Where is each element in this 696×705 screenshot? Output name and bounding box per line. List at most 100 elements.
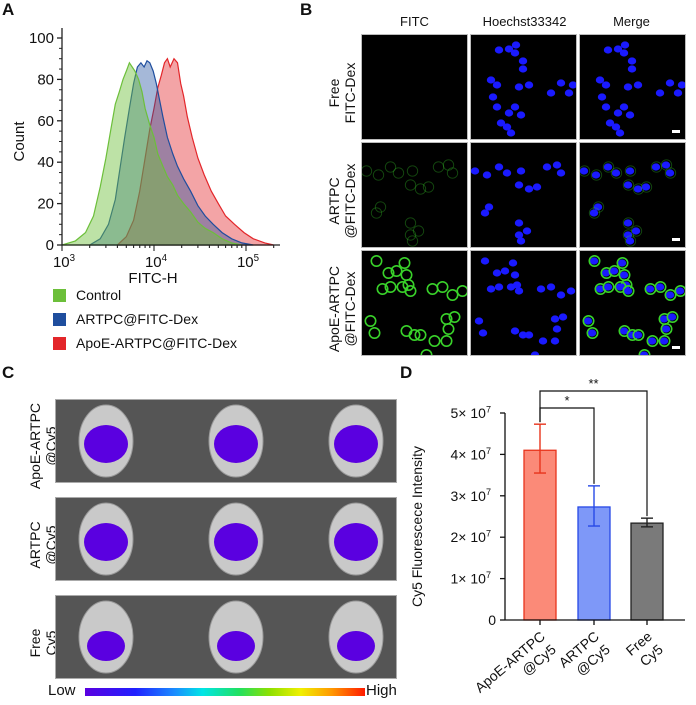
y-tick-label: 4× 107 xyxy=(451,446,492,463)
column-header-hoechst: Hoechst33342 xyxy=(482,14,567,29)
column-header-merge: Merge xyxy=(613,14,650,29)
nucleus xyxy=(675,287,685,295)
fitc-signal xyxy=(404,284,417,297)
nucleus xyxy=(627,57,637,65)
nucleus xyxy=(494,283,504,291)
row-label-free-cy5: Free Cy5 xyxy=(27,593,59,693)
nucleus xyxy=(611,123,621,131)
fitc-signal xyxy=(660,323,673,336)
row-label-apoe-artpc-cy5: ApoE-ARTPC @Cy5 xyxy=(27,391,59,501)
nucleus xyxy=(546,283,556,291)
nucleus xyxy=(591,171,601,179)
histogram-series-apoe-artpc-fitc-dex xyxy=(116,57,274,246)
nucleus xyxy=(587,329,597,337)
significance-bracket xyxy=(539,390,648,517)
nucleus xyxy=(651,163,661,171)
nucleus xyxy=(633,331,643,339)
nucleus xyxy=(665,79,675,87)
nucleus xyxy=(625,167,635,175)
nucleus xyxy=(496,119,506,127)
fitc-signal xyxy=(404,217,417,229)
cell-image xyxy=(474,257,576,355)
fitc-signal xyxy=(602,280,615,293)
nucleus xyxy=(478,329,488,337)
row-label-line2: FITC-Dex xyxy=(342,62,358,124)
panel-label-b: B xyxy=(300,0,313,19)
nucleus xyxy=(546,89,556,97)
y-tick-label: 40 xyxy=(37,154,54,171)
x-axis-label: FITC-H xyxy=(128,270,177,285)
nucleus xyxy=(620,41,630,49)
fitc-signal xyxy=(582,315,595,328)
nucleus xyxy=(506,283,516,291)
nucleus xyxy=(558,313,568,321)
nucleus xyxy=(538,337,548,345)
nucleus xyxy=(532,183,542,191)
fitc-signal xyxy=(420,349,433,355)
fitc-signal xyxy=(412,225,425,237)
legend-swatch-control xyxy=(53,288,66,302)
nucleus xyxy=(492,269,502,277)
brain-images xyxy=(78,502,384,576)
panel-label-c: C xyxy=(2,363,15,382)
fluorescence-signal xyxy=(217,631,255,661)
fluorescence-signal xyxy=(84,425,128,463)
nucleus xyxy=(603,46,613,54)
nucleus xyxy=(655,89,665,97)
row-label-line2: @FITC-Dex xyxy=(342,271,358,347)
fitc-signal xyxy=(442,159,455,171)
nucleus xyxy=(480,257,490,265)
flow-cytometry-histogram: 0 20 40 60 80 100 103 104 105 FITC-H Count xyxy=(11,28,280,285)
fitc-signal xyxy=(622,217,635,229)
nucleus xyxy=(480,209,490,217)
colorbar-high-label: High xyxy=(366,682,397,699)
nucleus xyxy=(514,83,524,91)
bar-3 xyxy=(630,522,664,621)
nucleus xyxy=(552,161,562,169)
nucleus xyxy=(514,219,524,227)
nucleus xyxy=(514,181,524,189)
nucleus xyxy=(631,227,641,235)
micrograph-row2-hoechst xyxy=(471,143,576,247)
nucleus xyxy=(647,337,657,345)
nucleus xyxy=(508,259,518,267)
nucleus xyxy=(514,231,524,239)
panel-label-d: D xyxy=(400,363,413,382)
nucleus xyxy=(500,267,510,275)
ivis-image-row2 xyxy=(56,498,396,580)
fitc-signal xyxy=(370,255,383,267)
nucleus xyxy=(595,285,605,293)
fitc-signal xyxy=(608,265,621,277)
fitc-signal xyxy=(622,284,635,297)
cell-image xyxy=(580,159,677,247)
fitc-signal xyxy=(370,207,383,219)
nucleus xyxy=(593,203,603,211)
ivis-image-row1 xyxy=(56,400,396,482)
nucleus xyxy=(601,103,611,111)
nucleus xyxy=(511,41,521,49)
histogram-series-artpc-fitc-dex xyxy=(89,59,254,246)
brain-images xyxy=(78,404,384,478)
row-label-line1: ARTPC xyxy=(326,177,342,225)
nucleus xyxy=(623,83,633,91)
x-tick-label: ApoE-ARTPC@Cy5 xyxy=(472,628,559,696)
fitc-signal xyxy=(588,255,601,267)
scale-bar xyxy=(672,130,680,133)
fitc-signal xyxy=(406,235,419,247)
micrograph-row1-fitc xyxy=(362,35,467,139)
nucleus xyxy=(510,271,520,279)
nucleus xyxy=(665,169,675,177)
nucleus xyxy=(580,167,589,175)
nucleus xyxy=(556,79,566,87)
fitc-signal xyxy=(588,207,601,219)
nucleus xyxy=(494,163,504,171)
fitc-signal xyxy=(436,280,449,293)
nucleus xyxy=(613,45,623,53)
fitc-signal xyxy=(632,329,645,342)
fitc-signal xyxy=(664,288,677,301)
nucleus xyxy=(619,103,629,111)
fitc-signal xyxy=(446,167,459,179)
nucleus xyxy=(556,291,566,299)
fitc-signal xyxy=(398,257,411,269)
